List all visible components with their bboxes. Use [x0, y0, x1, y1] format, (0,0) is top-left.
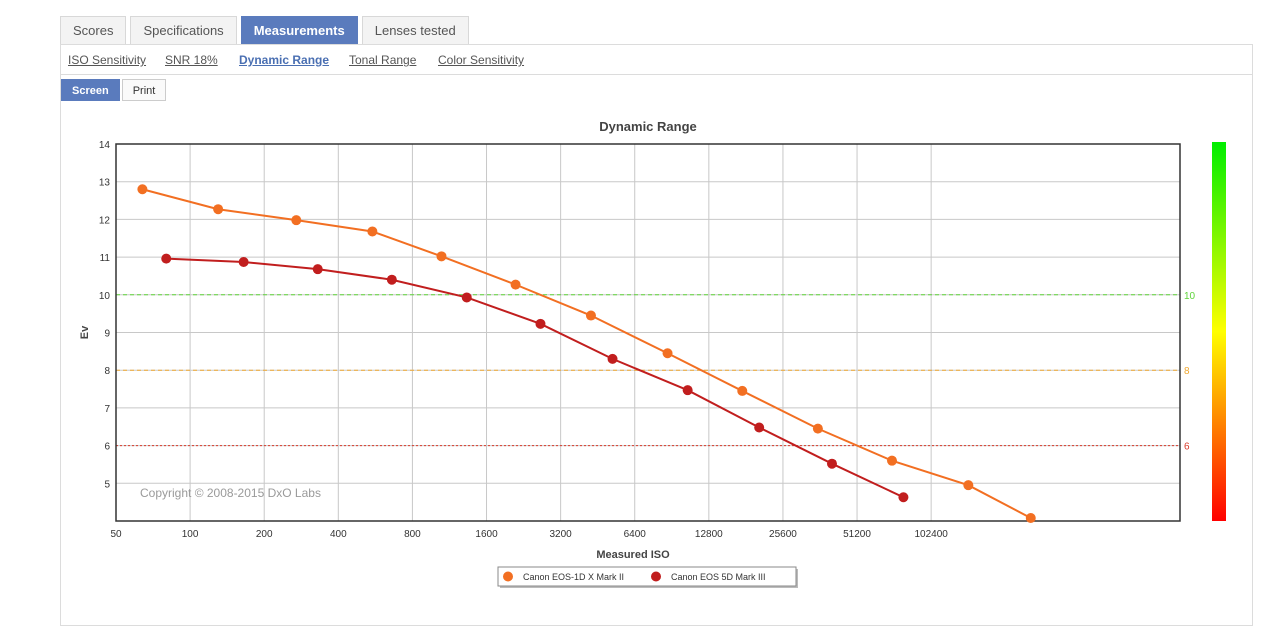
subnav-link-color-sensitivity[interactable]: Color Sensitivity — [438, 53, 525, 67]
x-tick-label: 12800 — [695, 529, 723, 540]
series-1-point — [585, 310, 596, 321]
tab-scores[interactable]: Scores — [60, 16, 127, 44]
x-tick-label: 25600 — [769, 529, 797, 540]
x-tick-label: 100 — [182, 529, 199, 540]
legend-entry-2: Canon EOS 5D Mark III — [671, 572, 766, 582]
y-tick-label: 5 — [104, 479, 110, 490]
x-tick-label: 51200 — [843, 529, 871, 540]
copyright-text: Copyright © 2008-2015 DxO Labs — [140, 486, 321, 500]
x-tick-label: 102400 — [914, 529, 948, 540]
series-2-point — [312, 264, 323, 275]
chart-title: Dynamic Range — [599, 119, 697, 134]
x-tick-label: 3200 — [550, 529, 573, 540]
tab-measurements[interactable]: Measurements — [240, 16, 358, 44]
legend-marker-1 — [503, 571, 513, 582]
x-axis-label: Measured ISO — [596, 549, 670, 561]
y-tick-label: 9 — [104, 329, 110, 340]
y-tick-label: 6 — [104, 442, 110, 453]
x-tick-label: 6400 — [624, 529, 647, 540]
series-1-point — [812, 423, 823, 434]
series-2-point — [607, 353, 618, 364]
x-tick-label: 400 — [330, 529, 347, 540]
series-2-point — [161, 253, 172, 264]
screen-mode-button[interactable]: Screen — [61, 79, 120, 101]
y-tick-label: 8 — [104, 366, 110, 377]
plot-area-border — [115, 143, 1181, 522]
subnav-link-snr-18[interactable]: SNR 18% — [165, 53, 218, 67]
series-1-point — [662, 348, 673, 359]
subnav-link-iso-sensitivity[interactable]: ISO Sensitivity — [68, 53, 147, 67]
series-line-1 — [142, 188, 1032, 519]
x-tick-label: 200 — [256, 529, 273, 540]
subnav-link-tonal-range[interactable]: Tonal Range — [349, 53, 417, 67]
reference-line-label: 6 — [1184, 442, 1190, 453]
legend-entry-1: Canon EOS-1D X Mark II — [523, 572, 624, 582]
series-1-point — [137, 184, 148, 195]
x-tick-label: 1600 — [475, 529, 498, 540]
y-tick-label: 7 — [104, 404, 110, 415]
display-mode-toggle: Screen Print — [61, 79, 168, 101]
reference-line-label: 8 — [1184, 366, 1190, 377]
tab-specifications[interactable]: Specifications — [130, 16, 237, 44]
y-tick-label: 14 — [99, 140, 111, 151]
series-1-point — [213, 204, 224, 215]
series-1-point — [963, 480, 974, 491]
y-tick-label: 12 — [99, 215, 111, 226]
x-tick-label: 800 — [404, 529, 421, 540]
y-tick-label: 13 — [99, 178, 111, 189]
series-2-point — [754, 422, 765, 433]
series-2-point — [535, 318, 546, 329]
series-2-point — [898, 492, 909, 503]
subnav-link-dynamic-range[interactable]: Dynamic Range — [239, 53, 330, 67]
reference-line-label: 10 — [1184, 291, 1196, 302]
measurement-subnav: ISO Sensitivity SNR 18% Dynamic Range Tonal… — [61, 45, 1252, 75]
series-2-point — [461, 292, 472, 303]
tab-lenses-tested[interactable]: Lenses tested — [361, 16, 469, 44]
series-2-point — [386, 274, 397, 285]
series-1-point — [436, 251, 447, 262]
series-1-point — [886, 455, 897, 466]
series-2-point — [826, 458, 837, 469]
series-1-point — [737, 385, 748, 396]
y-axis-label: Ev — [79, 325, 91, 339]
series-1-point — [1025, 512, 1036, 523]
series-1-point — [367, 226, 378, 237]
x-tick-label: 50 — [110, 529, 122, 540]
series-2-point — [238, 257, 249, 268]
series-1-point — [510, 279, 521, 290]
chart-legend — [497, 566, 797, 587]
print-mode-button[interactable]: Print — [121, 79, 167, 101]
measurement-tabs: Scores Specifications Measurements Lenses t… — [60, 16, 473, 45]
dynamic-range-color-scale — [1212, 142, 1226, 521]
y-tick-label: 11 — [100, 253, 111, 264]
series-1-point — [291, 215, 302, 226]
legend-marker-2 — [651, 571, 661, 582]
series-2-point — [682, 385, 693, 396]
y-tick-label: 10 — [99, 291, 111, 302]
measurements-panel: ISO Sensitivity SNR 18% Dynamic Range Tonal… — [60, 44, 1253, 626]
